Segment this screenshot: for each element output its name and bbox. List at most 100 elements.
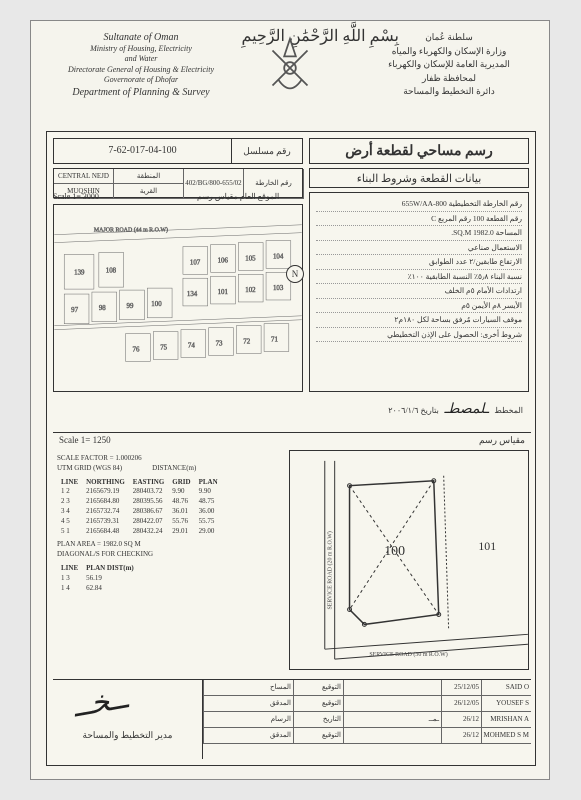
c: 56.19: [82, 574, 138, 584]
svg-text:101: 101: [218, 289, 229, 296]
svg-text:134: 134: [187, 291, 198, 298]
sitemap-scale-ar: الموقع العام مقياس رسم: [197, 192, 279, 201]
director-block: ــخــ مدير التخطيط والمساحة: [53, 680, 203, 759]
national-emblem-icon: [255, 33, 325, 103]
info-line: شروط أخرى: الحصول على الإذن التخطيطي: [316, 328, 522, 343]
sf-val: 1.000206: [115, 454, 141, 462]
c: 62.84: [82, 584, 138, 594]
plot-adj-label: 101: [478, 539, 496, 553]
sig-scrawl: ـمــ: [343, 712, 441, 727]
col-easting: EASTING: [129, 478, 169, 488]
village-lbl: القرية: [114, 184, 184, 199]
department-ar: دائرة التخطيط والمساحة: [359, 85, 539, 99]
svg-text:99: 99: [127, 303, 134, 310]
area-label: PLAN AREA =: [57, 540, 101, 548]
sitemap-scale-en: Scale 1= 3000: [53, 192, 99, 201]
c: 55.75: [195, 517, 222, 527]
governorate-en: Governorate of Dhofar: [41, 75, 241, 85]
svg-text:76: 76: [132, 346, 139, 353]
country-ar: سلطنة عُمان: [359, 31, 539, 45]
info-line: رقم الخارطة التخطيطية 800-655W/AA: [316, 197, 522, 212]
sig-label: المخطط: [494, 406, 523, 415]
scale-row: Scale 1= 1250 مقياس رسم: [53, 432, 531, 446]
sig-scrawl: [343, 680, 441, 695]
c: 36.00: [195, 507, 222, 517]
director-title: مدير التخطيط والمساحة: [53, 730, 202, 741]
road-left: SERVICE ROAD (20 m R.O.W): [327, 531, 334, 609]
header-english: Sultanate of Oman Ministry of Housing, E…: [41, 31, 241, 99]
sig-date: 26/12: [441, 712, 481, 727]
sig-label: التوقيع: [293, 728, 343, 743]
svg-text:74: 74: [188, 342, 195, 349]
c: LINE: [57, 564, 82, 574]
grid-label: UTM GRID (WGS 84): [57, 464, 122, 474]
ministry-en: Ministry of Housing, Electricity: [41, 44, 241, 54]
sig-name: SAID O: [481, 680, 531, 695]
country-en: Sultanate of Oman: [41, 31, 241, 44]
info-line: المساحة 1982.0 SQ.M.: [316, 226, 522, 241]
directorate-en: Directorate General of Housing & Electri…: [41, 65, 241, 75]
info-line: رقم القطعة 100 رقم المربع C: [316, 212, 522, 227]
ministry-en-2: and Water: [41, 54, 241, 64]
svg-text:72: 72: [243, 339, 250, 346]
sf-label: SCALE FACTOR =: [57, 454, 114, 462]
sig-date-label: بتاريخ: [420, 406, 438, 415]
svg-text:97: 97: [71, 307, 78, 314]
sig-name: MOHMED S M: [481, 728, 531, 743]
svg-text:107: 107: [190, 259, 201, 266]
sig-date: 26/12/05: [441, 696, 481, 711]
svg-text:106: 106: [218, 257, 229, 264]
header-arabic: سلطنة عُمان وزارة الإسكان والكهرباء والم…: [359, 31, 539, 99]
col-line: LINE: [57, 478, 82, 488]
svg-text:103: 103: [273, 285, 284, 292]
c: 9.90: [168, 487, 194, 497]
c: 280395.56: [129, 497, 169, 507]
sig-role: المدقق: [203, 728, 293, 743]
road-bottom: SERVICE ROAD (30 m R.O.W): [369, 651, 447, 658]
serial-label: رقم مسلسل: [232, 139, 302, 163]
sig-date: ٢٠٠٦/١/٦: [388, 406, 418, 415]
director-signature-icon: ــخــ: [70, 681, 130, 725]
col-grid: GRID: [168, 478, 194, 488]
svg-text:104: 104: [273, 253, 284, 260]
site-location-map: N MAJOR ROAD (44 m R.O.W) 139 108 107 10…: [53, 204, 303, 392]
c: 2165732.74: [82, 507, 129, 517]
info-line: الاستعمال صناعي: [316, 241, 522, 256]
sig-scrawl: [343, 728, 441, 743]
plot-info-title: بيانات القطعة وشروط البناء: [309, 168, 529, 188]
c: 5 1: [57, 527, 82, 537]
sig-role: الرسام: [203, 712, 293, 727]
sig-role: المساح: [203, 680, 293, 695]
area-val: 1982.0 SQ M: [103, 540, 141, 548]
c: PLAN DIST(m): [82, 564, 138, 574]
c: 2165684.48: [82, 527, 129, 537]
svg-text:71: 71: [271, 337, 278, 344]
info-line: الارتفاع طابقين/٢ عدد الطوابق: [316, 255, 522, 270]
c: 2 3: [57, 497, 82, 507]
serial-value: 7-62-017-04-100: [54, 139, 232, 163]
svg-text:100: 100: [151, 301, 162, 308]
sig-date: 25/12/05: [441, 680, 481, 695]
c: 29.00: [195, 527, 222, 537]
svg-text:139: 139: [74, 269, 85, 276]
governorate-ar: لمحافظة ظفار: [359, 72, 539, 86]
c: 29.01: [168, 527, 194, 537]
c: 36.01: [168, 507, 194, 517]
sig-label: التوقيع: [293, 696, 343, 711]
sig-scrawl: [343, 696, 441, 711]
c: 48.76: [168, 497, 194, 507]
c: 280422.07: [129, 517, 169, 527]
road-label: MAJOR ROAD (44 m R.O.W): [94, 227, 168, 234]
coordinate-table: SCALE FACTOR = 1.000206 UTM GRID (WGS 84…: [53, 450, 283, 670]
sign-grid: SAID O25/12/05التوقيعالمساح YOUSEF S26/1…: [203, 680, 531, 759]
c: 2165684.80: [82, 497, 129, 507]
diag-label: DIAGONAL/S FOR CHECKING: [57, 550, 279, 560]
svg-text:75: 75: [160, 344, 167, 351]
c: 2165739.31: [82, 517, 129, 527]
scale2-ar: مقياس رسم: [479, 435, 525, 444]
c: 280386.67: [129, 507, 169, 517]
c: 1 3: [57, 574, 82, 584]
coords-table: LINE NORTHING EASTING GRID PLAN 1 221656…: [57, 478, 222, 537]
region-lbl: المنطقة: [114, 169, 184, 184]
svg-text:73: 73: [216, 340, 223, 347]
